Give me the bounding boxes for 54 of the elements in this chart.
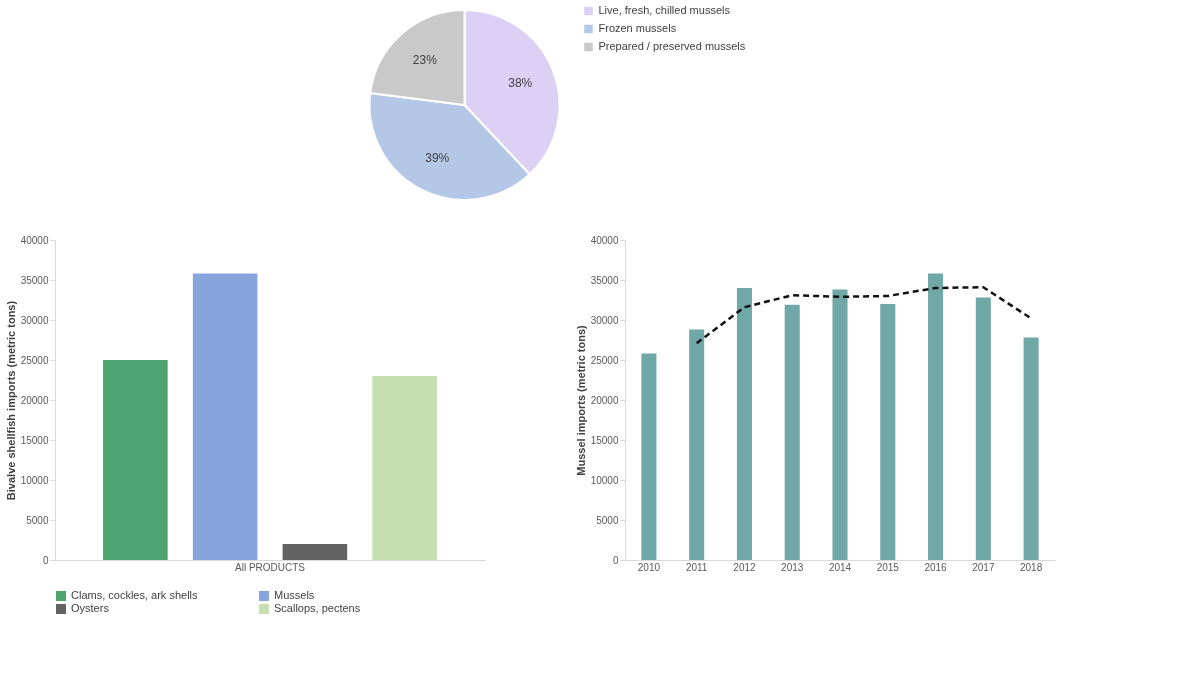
y-tick-label: 5000 bbox=[596, 514, 619, 526]
data-label: 38% bbox=[508, 75, 533, 90]
x-tick-label: 2011 bbox=[685, 561, 708, 573]
bar bbox=[192, 273, 258, 560]
y-axis-title: Bivalve shellfish imports (metric tons) bbox=[4, 300, 17, 501]
y-tick-label: 15000 bbox=[20, 434, 49, 446]
y-tick-label: 20000 bbox=[590, 394, 619, 406]
x-tick-label: All PRODUCTS bbox=[234, 561, 306, 573]
y-tick-label: 10000 bbox=[20, 474, 49, 486]
y-tick-label: 35000 bbox=[590, 274, 619, 286]
x-tick-label: 2018 bbox=[1019, 561, 1043, 573]
x-tick-label: 2012 bbox=[733, 561, 756, 573]
y-tick-label: 15000 bbox=[590, 434, 619, 446]
y-axis-title: Mussel imports (metric tons) bbox=[574, 324, 587, 476]
legend-label: Oysters bbox=[71, 602, 110, 614]
y-tick-label: 40000 bbox=[590, 234, 619, 246]
bar bbox=[689, 329, 705, 560]
bar bbox=[736, 288, 752, 560]
legend-label: Mussels bbox=[274, 589, 315, 601]
data-label: 39% bbox=[425, 151, 450, 166]
bar bbox=[372, 376, 437, 560]
x-tick-label: 2015 bbox=[876, 561, 900, 573]
x-tick-label: 2013 bbox=[781, 561, 804, 573]
x-tick-label: 2014 bbox=[828, 561, 852, 573]
bar bbox=[784, 304, 800, 560]
bar bbox=[282, 544, 348, 560]
legend-label: Prepared / preserved mussels bbox=[598, 40, 746, 52]
legend-label: Frozen mussels bbox=[598, 22, 677, 34]
legend-label: Live, fresh, chilled mussels bbox=[598, 4, 731, 16]
x-tick-label: 2010 bbox=[637, 561, 661, 573]
bar bbox=[928, 273, 944, 560]
line-series bbox=[695, 285, 1033, 345]
y-tick-label: 25000 bbox=[20, 354, 49, 366]
x-tick-label: 2016 bbox=[924, 561, 948, 573]
y-tick-label: 35000 bbox=[20, 274, 49, 286]
bar bbox=[880, 304, 896, 560]
data-label: 23% bbox=[412, 52, 438, 67]
y-tick-label: 30000 bbox=[590, 314, 619, 326]
bar bbox=[975, 297, 991, 560]
y-tick-label: 10000 bbox=[590, 474, 619, 486]
legend-label: Clams, cockles, ark shells bbox=[71, 589, 199, 601]
y-tick-label: 25000 bbox=[590, 354, 619, 366]
bar bbox=[832, 289, 848, 560]
bar bbox=[641, 353, 657, 560]
y-tick-label: 30000 bbox=[20, 314, 49, 326]
y-tick-label: 0 bbox=[42, 554, 49, 566]
bar bbox=[1023, 337, 1039, 560]
bar bbox=[103, 360, 168, 560]
y-tick-label: 0 bbox=[612, 554, 619, 566]
y-tick-label: 5000 bbox=[26, 514, 49, 526]
y-tick-label: 40000 bbox=[20, 234, 49, 246]
x-tick-label: 2017 bbox=[972, 561, 995, 573]
y-tick-label: 20000 bbox=[20, 394, 49, 406]
legend-label: Scallops, pectens bbox=[274, 602, 361, 614]
